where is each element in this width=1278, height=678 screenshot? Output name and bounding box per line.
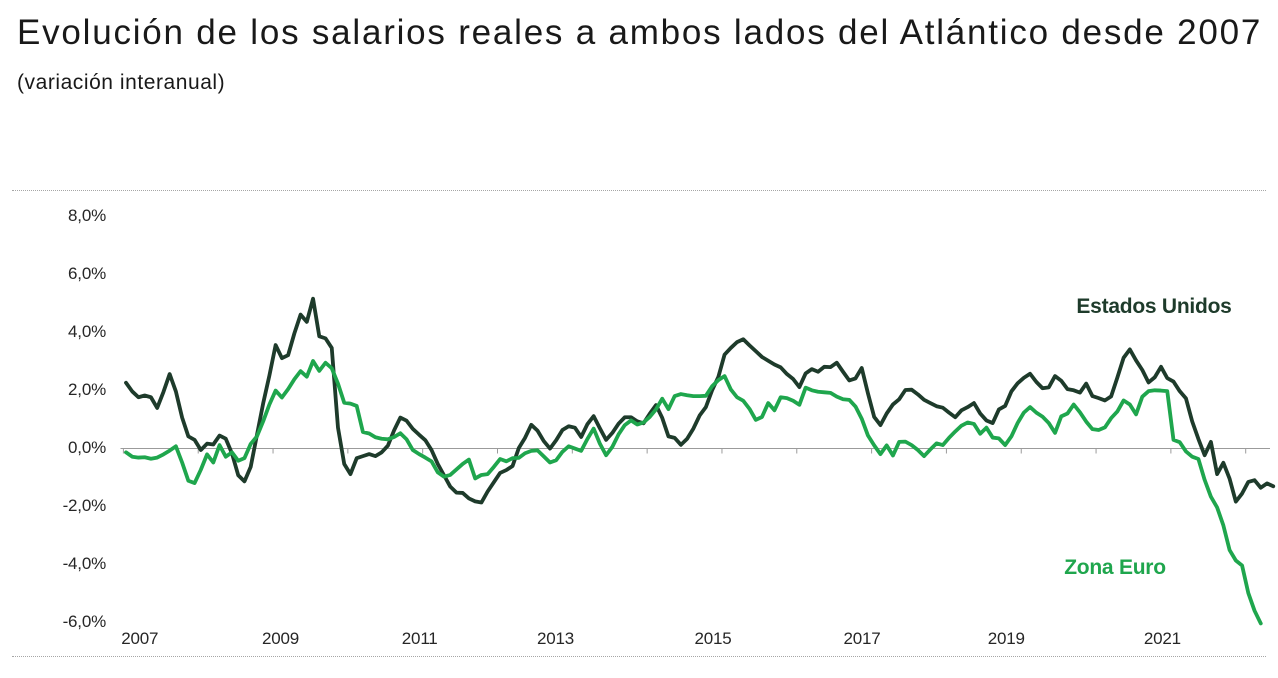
- x-axis-label: 2007: [121, 629, 159, 648]
- placeholder-border-bottom: [12, 656, 1266, 657]
- y-axis-label: 0,0%: [68, 438, 106, 457]
- series-line-zona-euro: [124, 359, 1263, 626]
- chart-title: Evolución de los salarios reales a ambos…: [17, 13, 1263, 52]
- y-axis-label: -2,0%: [62, 496, 107, 515]
- x-axis-label: 2011: [401, 629, 438, 648]
- x-axis-label: 2009: [261, 629, 300, 648]
- y-axis-label: 2,0%: [68, 380, 106, 399]
- x-axis-label: 2021: [1143, 629, 1181, 648]
- x-axis-label: 2013: [536, 629, 575, 648]
- series-label-zona-euro: Zona Euro: [1064, 556, 1166, 579]
- x-axis-label: 2017: [843, 629, 881, 648]
- series-label-estados-unidos: Estados Unidos: [1076, 295, 1232, 318]
- x-axis-label: 2019: [987, 629, 1025, 648]
- x-axis-label: 2015: [694, 629, 732, 648]
- series-line-estados-unidos: [124, 296, 1276, 505]
- y-axis-label: 6,0%: [68, 264, 106, 283]
- y-axis-label: -4,0%: [62, 554, 107, 573]
- y-axis-label: 8,0%: [68, 206, 106, 225]
- y-axis-label: 4,0%: [68, 322, 106, 341]
- placeholder-border-top: [12, 190, 1266, 191]
- y-axis-label: -6,0%: [62, 612, 107, 631]
- chart-subtitle: (variación interanual): [17, 71, 226, 94]
